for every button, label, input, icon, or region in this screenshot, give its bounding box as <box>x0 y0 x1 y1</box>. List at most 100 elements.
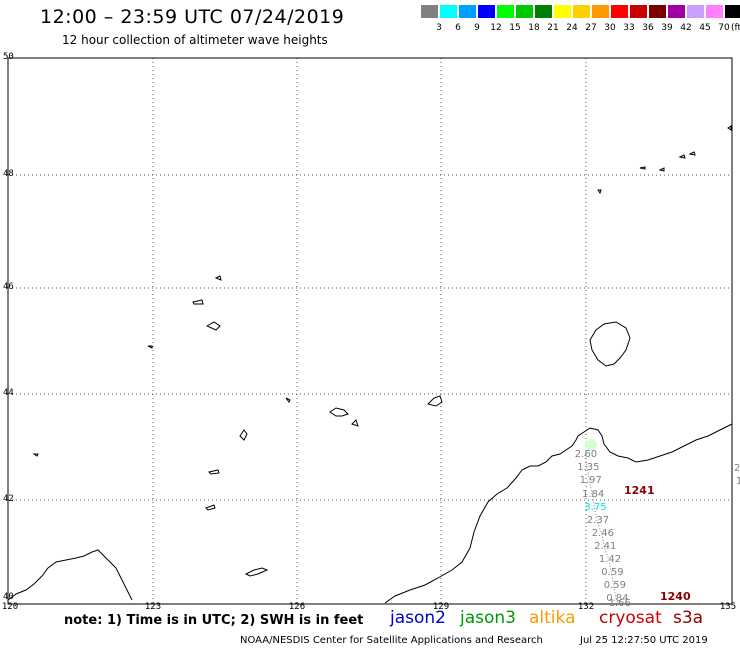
legend-label: 3 <box>436 23 442 33</box>
chart-title: 12:00 – 23:59 UTC 07/24/2019 <box>40 6 345 28</box>
legend-label: 45 <box>699 23 711 33</box>
island-outline <box>351 419 359 427</box>
island-outline <box>192 299 204 305</box>
wave-height-value: 0.59 <box>601 566 624 578</box>
legend-label: 18 <box>528 23 540 33</box>
legend-label: 15 <box>509 23 521 33</box>
island-outline <box>205 321 221 331</box>
legend-swatch <box>497 5 514 18</box>
island-outline <box>239 429 248 441</box>
legend-label: 6 <box>455 23 461 33</box>
longitude-label: 123 <box>144 602 162 612</box>
island-outline <box>32 453 39 457</box>
legend-label: 24 <box>566 23 578 33</box>
legend-swatch <box>440 5 457 18</box>
latitude-label: 40 <box>3 592 14 602</box>
legend-unit: (ft) <box>731 23 740 33</box>
generation-timestamp: Jul 25 12:27:50 UTC 2019 <box>580 635 708 646</box>
longitude-label: 126 <box>288 602 306 612</box>
longitude-label: 135 <box>719 602 737 612</box>
chart-subtitle: 12 hour collection of altimeter wave hei… <box>62 33 328 47</box>
edge-value: 2 <box>734 463 740 474</box>
wave-height-value: 2.46 <box>591 527 614 539</box>
latitude-label: 44 <box>3 388 14 398</box>
wave-height-value: 1.97 <box>579 475 602 487</box>
wave-height-value: 0.59 <box>603 579 626 591</box>
longitude-label: 129 <box>432 602 450 612</box>
island-outline <box>678 154 686 159</box>
legend-swatch <box>554 5 571 18</box>
latitude-label: 50 <box>3 52 14 62</box>
island-outline <box>214 275 222 281</box>
island-outline <box>285 397 291 403</box>
legend-label: 36 <box>642 23 654 33</box>
legend-swatch <box>459 5 476 18</box>
legend-swatch <box>668 5 685 18</box>
sakhalin-coastline <box>589 321 631 367</box>
legend-swatch <box>592 5 609 18</box>
satellite-cryosat: cryosat <box>599 608 662 628</box>
island-outline <box>205 504 216 511</box>
legend-swatch <box>706 5 723 18</box>
cycle-label: 1241 <box>624 484 655 497</box>
mainland-coastline <box>384 423 733 604</box>
latitude-label: 42 <box>3 494 14 504</box>
wave-height-value: 2.41 <box>594 540 617 552</box>
island-outline <box>688 151 696 156</box>
satellite-jason2: jason2 <box>390 608 446 628</box>
footnote: note: 1) Time is in UTC; 2) SWH is in fe… <box>64 613 364 628</box>
satellite-jason3: jason3 <box>460 608 516 628</box>
longitude-label: 132 <box>577 602 595 612</box>
legend-swatch <box>687 5 704 18</box>
wave-height-value: 3.75 <box>584 501 607 513</box>
legend-swatch <box>649 5 666 18</box>
credit-line: NOAA/NESDIS Center for Satellite Applica… <box>240 635 543 646</box>
satellite-altika: altika <box>529 608 576 628</box>
graticule <box>8 58 732 604</box>
island-outline <box>244 567 269 577</box>
map-frame <box>7 57 733 605</box>
satellite-s3a: s3a <box>673 608 704 628</box>
legend-swatch <box>535 5 552 18</box>
wave-height-value: 1.66 <box>608 598 631 609</box>
satellite-track <box>584 438 620 605</box>
korea-coastline <box>7 549 133 601</box>
island-outline <box>427 395 443 407</box>
legend-swatch <box>725 5 740 18</box>
wave-height-value: 2.37 <box>586 514 610 526</box>
island-outline <box>329 407 349 417</box>
edge-value: 1 <box>736 476 740 487</box>
island-outline <box>147 345 153 349</box>
legend-label: 12 <box>490 23 502 33</box>
island-outline <box>639 166 646 170</box>
legend-swatch <box>478 5 495 18</box>
legend-label: 27 <box>585 23 597 33</box>
longitude-label: 120 <box>1 602 19 612</box>
legend-label: 42 <box>680 23 692 33</box>
island-outline <box>597 189 602 195</box>
island-outline <box>208 469 220 475</box>
legend-label: 30 <box>604 23 616 33</box>
island-outline <box>727 125 732 131</box>
wave-height-value: 1.84 <box>582 488 605 500</box>
legend-swatch <box>516 5 533 18</box>
wave-height-value: 0.84 <box>606 592 629 604</box>
legend-swatch <box>573 5 590 18</box>
track-start-marker <box>584 438 597 451</box>
wave-height-value: 1.42 <box>598 553 622 565</box>
latitude-label: 46 <box>3 282 14 292</box>
wave-height-value: 1.35 <box>577 462 600 474</box>
latitude-label: 48 <box>3 169 14 179</box>
island-outline <box>658 167 665 172</box>
legend-label: 33 <box>623 23 635 33</box>
legend-label: 39 <box>661 23 673 33</box>
legend-swatch <box>611 5 628 18</box>
legend-swatch <box>630 5 647 18</box>
coastline <box>7 125 733 604</box>
legend-label: 70 <box>718 23 730 33</box>
wave-height-value: 2.60 <box>574 448 598 460</box>
legend-label: 21 <box>547 23 559 33</box>
cycle-label: 1240 <box>660 590 691 603</box>
legend-label: 9 <box>474 23 480 33</box>
